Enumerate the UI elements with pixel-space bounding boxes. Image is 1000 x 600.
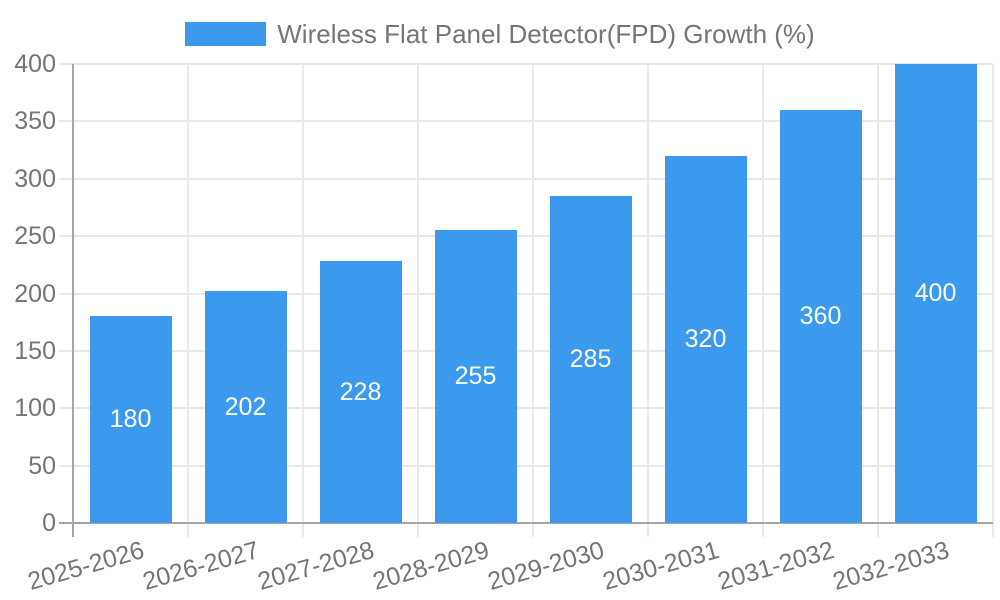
y-tick-label: 50	[28, 451, 56, 480]
y-tick-label: 300	[14, 164, 56, 193]
y-tick-label: 250	[14, 222, 56, 251]
y-tick-label: 150	[14, 336, 56, 365]
bar-2025-2026[interactable]: 180	[89, 316, 172, 523]
y-tick-label: 200	[14, 279, 56, 308]
y-tick-label: 350	[14, 107, 56, 136]
y-gridline	[59, 464, 993, 467]
x-axis-line	[59, 522, 993, 524]
bar-value-label: 285	[569, 345, 612, 373]
legend-label: Wireless Flat Panel Detector(FPD) Growth…	[277, 18, 815, 49]
x-tick-label: 2031-2032	[714, 536, 838, 596]
bar-value-label: 320	[684, 325, 727, 353]
y-gridline	[59, 292, 993, 295]
x-gridline	[417, 64, 419, 537]
x-gridline	[762, 64, 764, 537]
y-gridline	[59, 407, 993, 410]
y-gridline	[59, 349, 993, 352]
legend[interactable]: Wireless Flat Panel Detector(FPD) Growth…	[0, 18, 1000, 49]
x-gridline	[877, 64, 879, 537]
bar-2026-2027[interactable]: 202	[204, 291, 287, 523]
bar-value-label: 228	[339, 377, 382, 406]
bar-2029-2030[interactable]: 285	[549, 196, 632, 523]
legend-swatch-icon	[185, 22, 267, 46]
x-tick-label: 2026-2027	[139, 536, 263, 596]
x-tick-label: 2030-2031	[599, 536, 723, 596]
bar-2031-2032[interactable]: 360	[779, 110, 862, 523]
x-tick-label: 2025-2026	[24, 536, 148, 596]
bar-value-label: 202	[224, 392, 267, 421]
x-tick-label: 2028-2029	[369, 536, 493, 596]
bar-value-label: 360	[799, 302, 842, 330]
x-gridline	[187, 64, 189, 537]
x-tick-label: 2032-2033	[829, 536, 953, 596]
bar-value-label: 255	[454, 362, 497, 390]
plot-area: 180 202 228 255 285 320 360 400	[59, 63, 994, 537]
y-gridline	[59, 235, 993, 238]
x-gridline	[532, 64, 534, 537]
bar-value-label: 180	[109, 405, 152, 433]
bar-value-label: 400	[914, 279, 957, 307]
x-tick-label: 2029-2030	[484, 536, 608, 596]
y-gridline	[59, 177, 993, 180]
y-tick-label: 0	[42, 509, 56, 537]
y-tick-label: 400	[14, 50, 56, 78]
y-gridline	[59, 63, 993, 65]
x-gridline	[992, 64, 994, 537]
x-gridline	[302, 64, 304, 537]
bar-2030-2031[interactable]: 320	[664, 156, 747, 523]
y-axis-line	[72, 64, 74, 537]
x-tick-label: 2027-2028	[254, 536, 378, 596]
x-gridline	[647, 64, 649, 537]
bar-2027-2028[interactable]: 228	[319, 261, 402, 523]
y-tick-label: 100	[14, 394, 56, 423]
bar-2028-2029[interactable]: 255	[434, 230, 517, 523]
bar-2032-2033[interactable]: 400	[894, 64, 977, 523]
y-gridline	[59, 120, 993, 123]
